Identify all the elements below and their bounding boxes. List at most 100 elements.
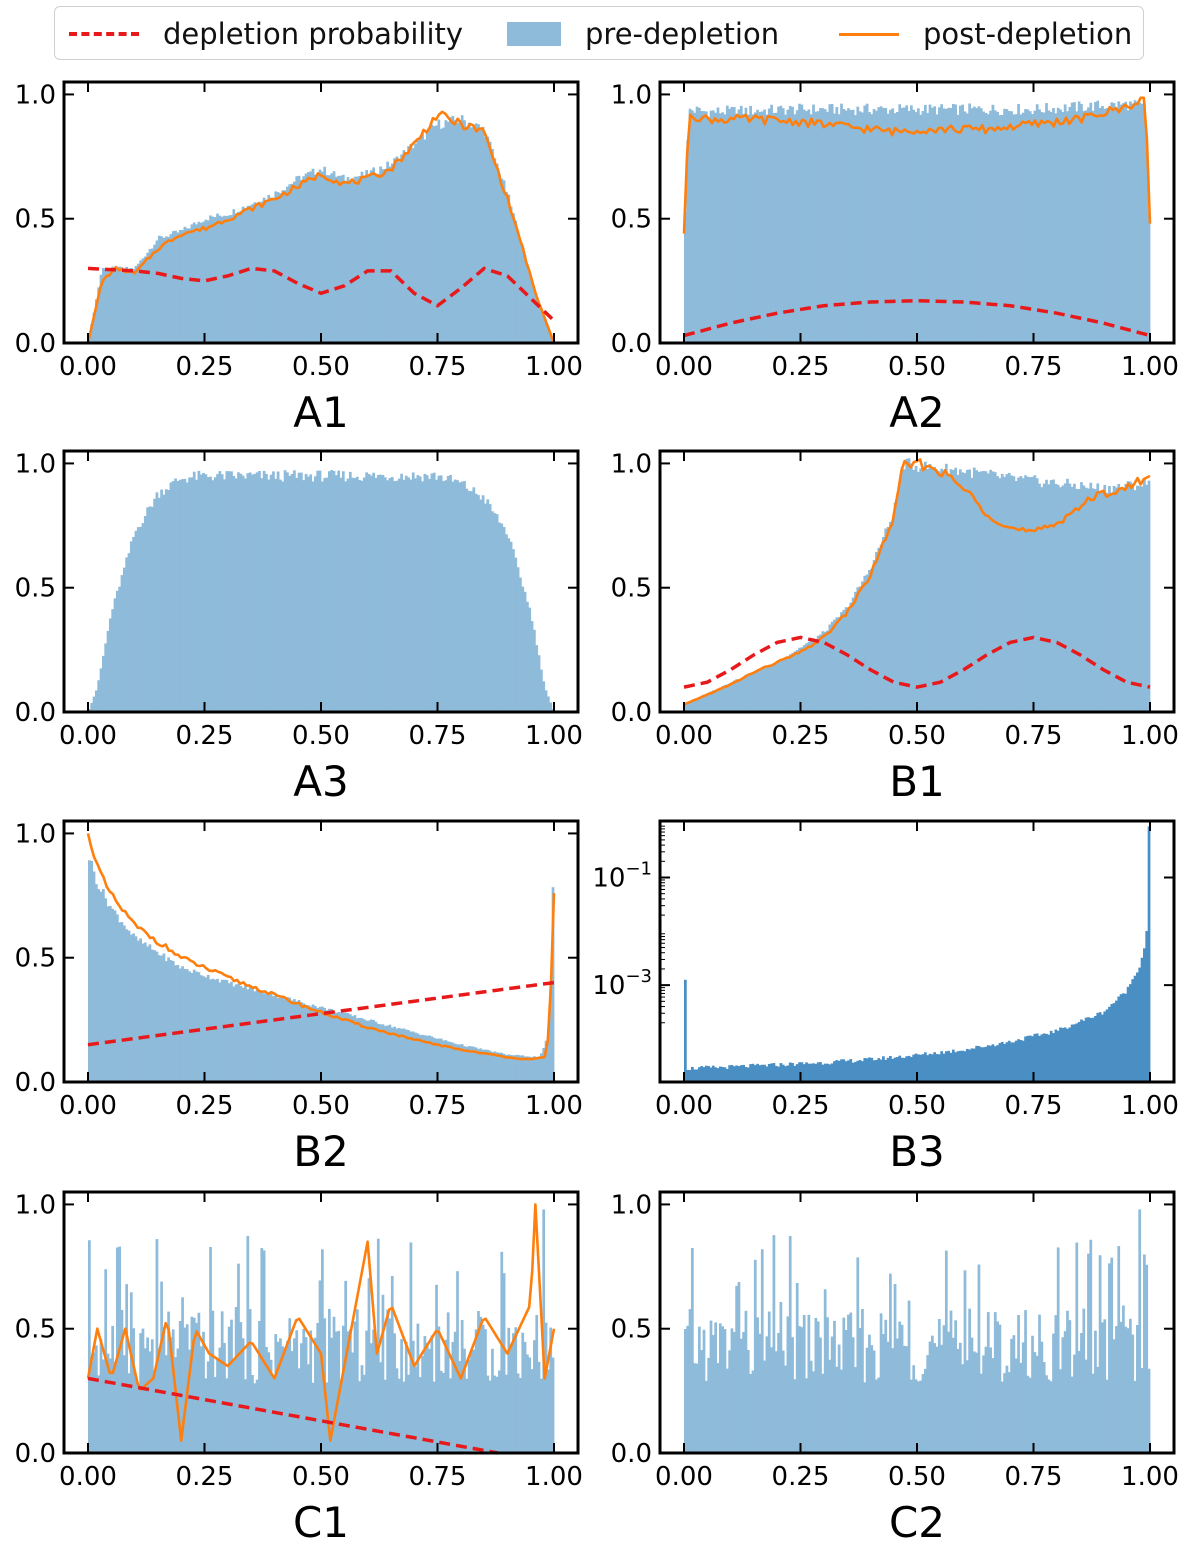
bar-B3-111 (942, 1053, 946, 1082)
bar-B3-124 (972, 1048, 976, 1082)
bar-A3-91 (300, 472, 303, 712)
bar-A1-47 (197, 221, 201, 343)
xtick-label-B3-4: 1.00 (1121, 1091, 1179, 1121)
bar-B2-162 (465, 1046, 469, 1082)
bar-B1-13 (714, 689, 718, 712)
bar-A2-77 (863, 105, 867, 343)
bar-A2-45 (788, 106, 792, 344)
bar-A2-140 (1010, 111, 1013, 344)
bar-B3-27 (746, 1067, 750, 1082)
bar-A1-25 (146, 252, 149, 343)
bar-A2-32 (758, 111, 762, 343)
bar-B3-16 (721, 1067, 725, 1082)
bar-B2-138 (409, 1031, 413, 1082)
bar-B2-38 (176, 965, 180, 1082)
bar-C2-31 (756, 1317, 759, 1453)
bar-A3-18 (129, 541, 133, 712)
bar-A1-64 (237, 212, 240, 343)
bar-B3-198 (1145, 930, 1149, 1082)
bar-C2-130 (986, 1312, 990, 1453)
bar-B2-76 (265, 994, 268, 1082)
bar-C1-186 (521, 1332, 525, 1453)
bar-B3-15 (718, 1066, 722, 1082)
bar-B3-26 (744, 1067, 748, 1082)
bar-A2-125 (975, 108, 978, 343)
bar-C2-141 (1012, 1335, 1016, 1453)
bar-A1-190 (530, 280, 534, 343)
bar-A2-153 (1040, 112, 1044, 343)
bar-B1-46 (791, 653, 794, 712)
bar-C1-130 (390, 1276, 394, 1453)
bar-A1-12 (115, 269, 119, 343)
xtick-label-A2-3: 0.75 (1005, 352, 1063, 382)
bar-A2-126 (977, 106, 981, 343)
legend-bar-swatch (507, 22, 561, 46)
bar-C1-14 (120, 1309, 124, 1453)
bar-A2-59 (821, 108, 825, 344)
bar-C1-24 (143, 1348, 147, 1453)
bar-A3-125 (379, 474, 382, 712)
bar-A2-65 (835, 107, 839, 343)
bar-B1-73 (854, 591, 857, 712)
bar-A1-59 (225, 216, 229, 343)
bar-C1-180 (507, 1327, 511, 1453)
bar-A2-104 (926, 112, 930, 344)
bar-A2-80 (870, 114, 874, 343)
bar-A1-176 (498, 173, 501, 343)
bar-A1-163 (467, 122, 471, 343)
bar-B2-175 (495, 1052, 499, 1082)
bar-A3-58 (223, 479, 226, 712)
bar-C2-121 (965, 1360, 969, 1453)
bar-C1-122 (372, 1329, 375, 1453)
bar-B3-73 (854, 1061, 857, 1082)
bar-C2-97 (910, 1379, 913, 1453)
bar-A1-159 (458, 121, 462, 343)
bar-A1-172 (488, 141, 492, 343)
bar-C1-106 (334, 1331, 338, 1453)
bar-A2-35 (765, 114, 769, 343)
bar-A3-35 (169, 482, 173, 712)
bar-C2-154 (1042, 1361, 1046, 1453)
bar-B2-77 (267, 994, 271, 1082)
bar-B2-39 (178, 968, 182, 1082)
bar-C2-61 (826, 1317, 829, 1453)
bar-C1-167 (477, 1311, 480, 1453)
bar-B2-110 (344, 1012, 348, 1082)
bar-B1-148 (1028, 477, 1032, 712)
bar-A3-104 (330, 469, 334, 712)
bar-B1-124 (972, 467, 976, 712)
bar-C1-109 (341, 1325, 345, 1453)
bar-C2-147 (1026, 1375, 1030, 1453)
bar-B3-121 (965, 1048, 969, 1082)
bar-C1-159 (458, 1361, 462, 1453)
bar-B3-117 (956, 1051, 960, 1082)
bar-C2-199 (1147, 1368, 1151, 1453)
bar-C1-60 (227, 1326, 231, 1453)
bar-C1-45 (192, 1317, 196, 1453)
bar-C2-127 (979, 1373, 983, 1453)
bar-B1-72 (851, 597, 855, 712)
bar-A3-193 (537, 655, 541, 712)
bar-B1-0 (684, 704, 687, 712)
bar-C2-21 (732, 1332, 736, 1453)
bar-B2-73 (258, 989, 261, 1082)
bar-C2-35 (765, 1336, 769, 1453)
bar-C2-169 (1077, 1350, 1081, 1453)
bar-A2-93 (900, 107, 904, 344)
bar-C2-142 (1014, 1358, 1018, 1453)
bar-A1-56 (218, 215, 222, 343)
bar-A2-175 (1091, 110, 1095, 343)
bar-C1-16 (125, 1284, 129, 1453)
bar-B1-107 (933, 466, 937, 712)
legend-label-depletion: depletion probability (163, 17, 464, 51)
bar-B2-86 (288, 997, 292, 1082)
bar-B2-113 (351, 1016, 355, 1082)
bar-B3-90 (893, 1057, 897, 1082)
bar-C1-51 (206, 1361, 210, 1453)
legend-item-post: post-depletion (839, 17, 1132, 51)
bar-B2-29 (155, 951, 159, 1082)
bar-B3-74 (856, 1060, 860, 1082)
bar-C2-41 (779, 1302, 783, 1453)
bar-B1-111 (942, 471, 946, 712)
bar-C1-181 (509, 1344, 513, 1453)
